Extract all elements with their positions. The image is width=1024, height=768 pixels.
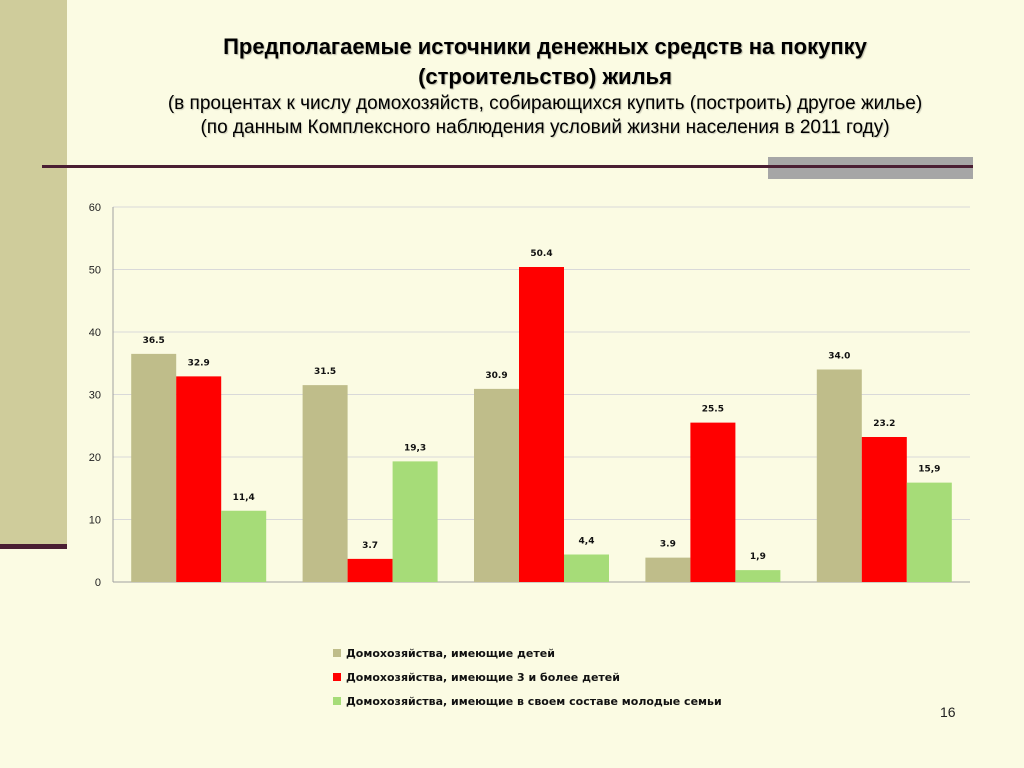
y-tick-label: 50 <box>89 265 101 277</box>
chart-subtitle-line-2: (по данным Комплексного наблюдения услов… <box>200 117 890 138</box>
left-decorative-band <box>0 0 67 547</box>
y-tick-label: 40 <box>89 327 101 339</box>
bar-series-1 <box>131 353 177 582</box>
bar-series-2 <box>861 437 907 582</box>
bar-series-2 <box>347 558 393 582</box>
chart-title-line-1: Предполагаемые источники денежных средст… <box>223 34 867 59</box>
y-tick-label: 30 <box>89 390 101 402</box>
bar-series-3 <box>221 510 267 582</box>
data-label-series-1: 34.0 <box>828 352 850 362</box>
left-band-rule <box>0 544 67 549</box>
legend-swatch-series-1 <box>333 649 341 657</box>
bar-series-1 <box>302 385 348 582</box>
legend-swatch-series-2 <box>333 673 341 681</box>
bar-series-2 <box>690 422 736 582</box>
header-divider <box>42 165 972 168</box>
bar-series-3 <box>906 482 952 582</box>
data-label-series-1: 36.5 <box>143 336 165 346</box>
y-tick-label: 0 <box>95 577 101 589</box>
bar-series-3 <box>735 570 781 582</box>
header-divider-accent <box>768 165 973 168</box>
y-tick-label: 60 <box>89 202 101 214</box>
legend-label-series-1: Домохозяйства, имеющие детей <box>346 646 555 660</box>
legend-label-series-3: Домохозяйства, имеющие в своем составе м… <box>346 694 722 708</box>
chart-legend: Домохозяйства, имеющие детей Домохозяйст… <box>333 641 722 713</box>
legend-item-series-1: Домохозяйства, имеющие детей <box>333 641 722 665</box>
bar-series-2 <box>176 376 222 582</box>
data-label-series-3: 11,4 <box>233 493 255 503</box>
bar-series-3 <box>564 554 609 582</box>
data-label-series-2: 25.5 <box>702 405 724 415</box>
y-tick-label: 20 <box>89 452 101 464</box>
chart-title-line-2: (строительство) жилья <box>418 64 672 89</box>
data-label-series-1: 30.9 <box>485 371 507 381</box>
legend-swatch-series-3 <box>333 697 341 705</box>
data-label-series-2: 23.2 <box>873 419 895 429</box>
data-label-series-3: 15,9 <box>918 465 940 475</box>
data-label-series-2: 32.9 <box>188 358 210 368</box>
data-label-series-1: 31.5 <box>314 367 336 377</box>
data-label-series-3: 4,4 <box>579 537 595 547</box>
data-label-series-2: 50.4 <box>530 249 552 259</box>
bar-series-3 <box>392 461 438 582</box>
bar-series-2 <box>519 267 564 582</box>
y-tick-label: 10 <box>89 515 101 527</box>
data-label-series-1: 3.9 <box>660 540 676 550</box>
title-block: Предполагаемые источники денежных средст… <box>80 32 1010 140</box>
bar-series-1 <box>474 388 519 582</box>
legend-item-series-2: Домохозяйства, имеющие 3 и более детей <box>333 665 722 689</box>
header-gray-accent <box>768 157 973 179</box>
bar-series-1 <box>645 557 691 582</box>
data-label-series-2: 3.7 <box>362 541 378 551</box>
legend-label-series-2: Домохозяйства, имеющие 3 и более детей <box>346 670 620 684</box>
bar-series-1 <box>816 369 862 582</box>
chart-subtitle-line-1: (в процентах к числу домохозяйств, собир… <box>167 93 923 114</box>
page-number: 16 <box>940 704 956 720</box>
legend-item-series-3: Домохозяйства, имеющие в своем составе м… <box>333 689 722 713</box>
data-label-series-3: 1,9 <box>750 552 766 562</box>
data-label-series-3: 19,3 <box>404 443 426 453</box>
